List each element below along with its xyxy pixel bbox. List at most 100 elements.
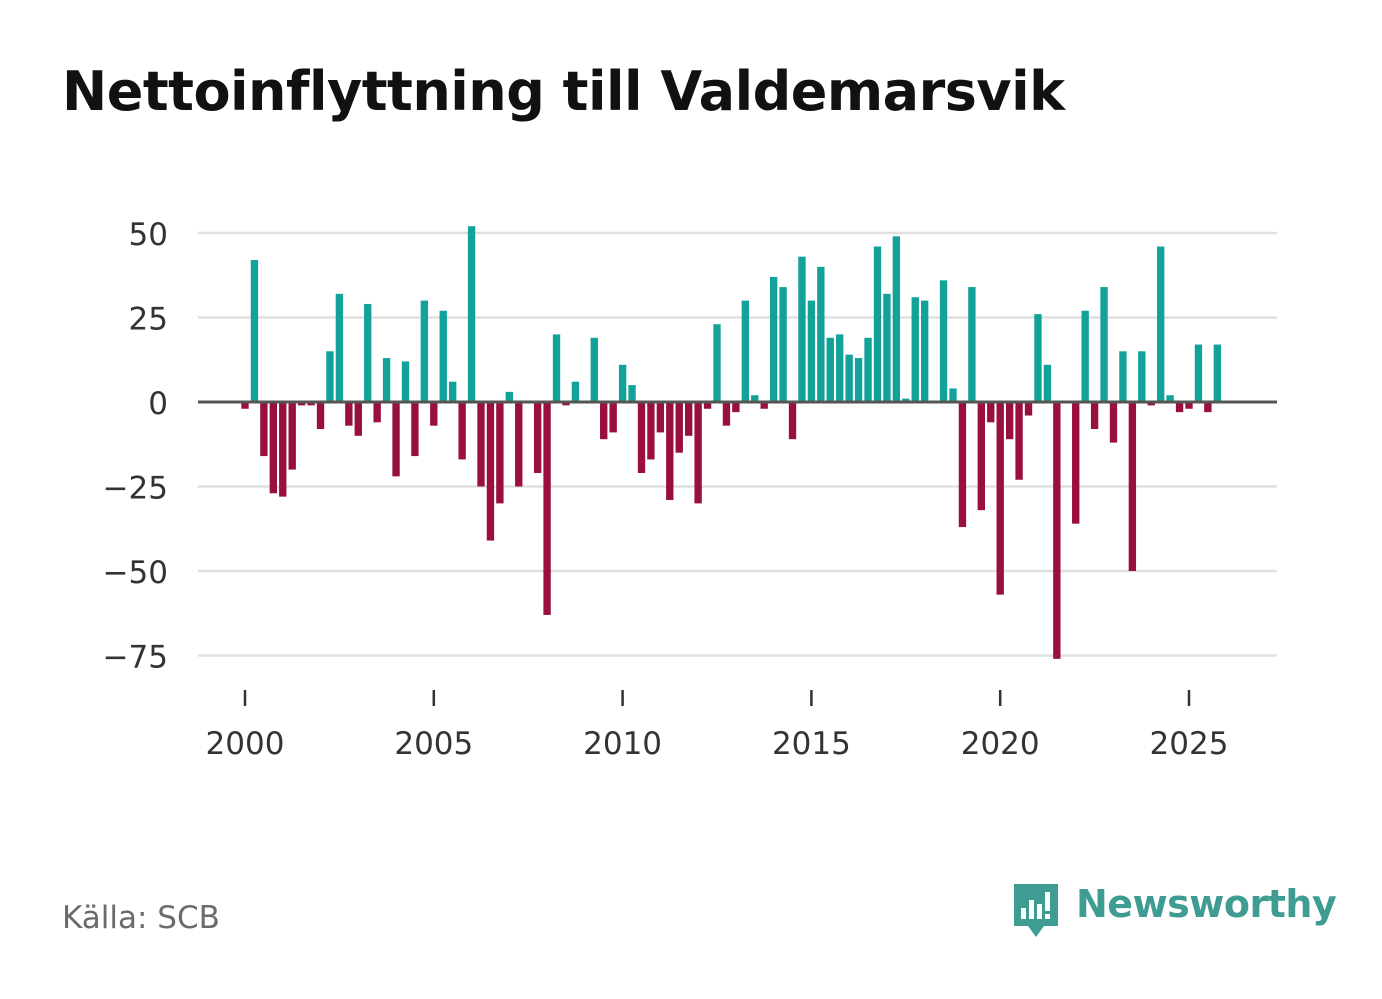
y-tick-label: −75 bbox=[103, 640, 168, 676]
bar bbox=[854, 358, 863, 402]
bar bbox=[769, 276, 778, 402]
y-axis: 50 25 0 −25 −50 −75 bbox=[103, 217, 168, 676]
bar bbox=[637, 402, 646, 473]
bar bbox=[335, 293, 344, 402]
bar bbox=[1072, 402, 1080, 524]
bar bbox=[1034, 314, 1042, 402]
x-tick-label: 2000 bbox=[206, 726, 285, 762]
chart-title: Nettoinflyttning till Valdemarsvik bbox=[62, 60, 1065, 123]
x-tick-label: 2015 bbox=[772, 726, 851, 762]
bar bbox=[401, 361, 410, 402]
bar bbox=[316, 402, 325, 430]
bar bbox=[883, 293, 891, 402]
bar bbox=[1128, 402, 1137, 571]
y-tick-label: 25 bbox=[129, 302, 168, 338]
bar bbox=[458, 402, 466, 460]
bar bbox=[364, 303, 372, 402]
bar bbox=[1053, 402, 1061, 659]
bar bbox=[420, 300, 429, 402]
bar bbox=[939, 280, 948, 402]
bar bbox=[260, 402, 268, 457]
bar bbox=[826, 337, 834, 402]
x-tick-label: 2005 bbox=[394, 726, 473, 762]
bar bbox=[628, 385, 636, 402]
bar bbox=[1147, 402, 1155, 406]
y-tick-label: −50 bbox=[103, 555, 168, 591]
bar bbox=[1119, 351, 1127, 402]
x-tick-label: 2020 bbox=[961, 726, 1040, 762]
bar bbox=[515, 402, 523, 487]
bar bbox=[600, 402, 608, 440]
bar bbox=[269, 402, 277, 494]
bar bbox=[1166, 395, 1174, 402]
bar-chart: 50 25 0 −25 −50 −75 2000 2005 2010 2015 2020 2025 bbox=[103, 217, 1277, 762]
y-tick-label: 50 bbox=[129, 217, 168, 253]
bar bbox=[996, 402, 1004, 595]
bar bbox=[949, 388, 957, 402]
bar bbox=[326, 351, 334, 402]
bar bbox=[779, 287, 787, 402]
bar bbox=[382, 358, 391, 402]
bar bbox=[496, 402, 504, 504]
bar bbox=[741, 300, 749, 402]
bar bbox=[392, 402, 400, 477]
bar bbox=[477, 402, 485, 487]
bar bbox=[732, 402, 740, 413]
bar bbox=[1157, 246, 1165, 402]
bar bbox=[911, 297, 919, 402]
bar bbox=[987, 402, 995, 423]
gridlines bbox=[198, 231, 1277, 657]
bar bbox=[1005, 402, 1014, 440]
bar bbox=[647, 402, 655, 460]
bar bbox=[703, 402, 712, 409]
brand-name: Newsworthy bbox=[1076, 882, 1337, 926]
source-note: Källa: SCB bbox=[62, 900, 220, 936]
bar bbox=[685, 402, 693, 436]
bar bbox=[449, 381, 457, 402]
bar bbox=[373, 402, 381, 423]
bar bbox=[1100, 287, 1108, 402]
x-axis: 2000 2005 2010 2015 2020 2025 bbox=[206, 690, 1228, 762]
bar bbox=[1043, 364, 1052, 402]
bar bbox=[675, 402, 683, 453]
bar bbox=[1081, 310, 1089, 402]
bar bbox=[807, 300, 816, 402]
bar bbox=[297, 402, 306, 406]
y-tick-label: −25 bbox=[103, 471, 168, 507]
bar bbox=[354, 402, 362, 436]
bar bbox=[439, 310, 447, 402]
bar bbox=[1090, 402, 1099, 430]
bar bbox=[552, 334, 561, 402]
bar bbox=[1194, 344, 1203, 402]
bar bbox=[307, 402, 315, 406]
bar bbox=[562, 402, 570, 406]
bar bbox=[1015, 402, 1023, 480]
bar bbox=[430, 402, 438, 426]
bar bbox=[836, 334, 844, 402]
y-tick-label: 0 bbox=[148, 386, 168, 422]
bar bbox=[968, 287, 976, 402]
bar bbox=[958, 402, 967, 528]
bar bbox=[892, 236, 901, 402]
bar bbox=[977, 402, 985, 511]
bar bbox=[722, 402, 731, 426]
brand: Newsworthy bbox=[1010, 878, 1337, 942]
bar bbox=[543, 402, 551, 615]
bar bbox=[817, 266, 825, 402]
bar bbox=[288, 402, 296, 470]
bar bbox=[590, 337, 598, 402]
bar bbox=[618, 364, 627, 402]
bar bbox=[486, 402, 495, 541]
bar bbox=[656, 402, 665, 433]
bar bbox=[902, 398, 910, 402]
bar bbox=[505, 391, 513, 402]
bar bbox=[1204, 402, 1212, 413]
bar bbox=[250, 260, 259, 402]
bar bbox=[1138, 351, 1146, 402]
bar bbox=[279, 402, 287, 497]
bar-chart-speech-bubble-icon bbox=[1014, 884, 1058, 937]
bar bbox=[1109, 402, 1118, 443]
bar bbox=[864, 337, 872, 402]
bar bbox=[760, 402, 768, 409]
bar bbox=[241, 402, 249, 409]
